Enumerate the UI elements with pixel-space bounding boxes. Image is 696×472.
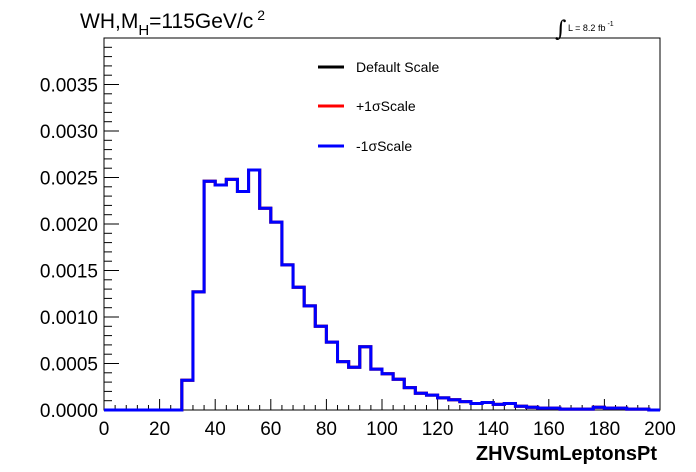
x-axis-label: ZHVSumLeptonsPt: [476, 443, 657, 465]
y-tick-label: 0.0000: [40, 401, 98, 422]
y-tick-label: 0.0025: [40, 169, 98, 190]
title-rest: =115GeV/c: [149, 10, 253, 33]
x-tick-label: 40: [205, 419, 226, 440]
x-tick-label: 200: [644, 419, 676, 440]
title-subscript: H: [138, 22, 149, 39]
integral-sign: ∫: [555, 17, 567, 42]
title-superscript: 2: [257, 7, 265, 23]
x-tick-label: 100: [366, 419, 398, 440]
legend-label-plus: +1σScale: [356, 98, 416, 114]
x-tick-label: 20: [149, 419, 170, 440]
x-tick-label: 80: [316, 419, 337, 440]
data-series: [104, 168, 660, 412]
x-tick-label: 60: [260, 419, 281, 440]
chart-title: WH,MH=115GeV/c 2: [80, 7, 265, 39]
svg-text:WH,MH=115GeV/c2: WH,MH=115GeV/c 2: [80, 7, 265, 39]
y-tick-label: 0.0005: [40, 355, 98, 376]
y-tick-label: 0.0035: [40, 76, 98, 97]
x-tick-label: 180: [589, 419, 621, 440]
x-tick-label: 120: [422, 419, 454, 440]
series-minus-sigma: [104, 168, 660, 412]
x-tick-label: 160: [533, 419, 565, 440]
y-tick-label: 0.0010: [40, 308, 98, 329]
legend-label-minus: -1σScale: [356, 138, 412, 154]
legend-label-default: Default Scale: [356, 59, 439, 75]
legend: Default Scale +1σScale -1σScale: [318, 59, 439, 154]
y-tick-label: 0.0030: [40, 122, 98, 143]
x-tick-label: 0: [99, 419, 110, 440]
y-tick-label: 0.0020: [40, 215, 98, 236]
title-main: WH,M: [80, 10, 138, 33]
lumi-text: L = 8.2 fb: [568, 23, 605, 33]
svg-text:L = 8.2 fb-1: L = 8.2 fb -1: [568, 21, 614, 33]
lumi-superscript: -1: [607, 21, 613, 28]
luminosity-label: ∫ L = 8.2 fb -1: [555, 17, 614, 42]
y-tick-label: 0.0015: [40, 262, 98, 283]
axes: 0 20 40 60 80 100 120 140 160 180 200 0.0000 0.0005 0…: [40, 46, 676, 440]
x-tick-label: 140: [477, 419, 509, 440]
plot-frame: [103, 37, 661, 411]
